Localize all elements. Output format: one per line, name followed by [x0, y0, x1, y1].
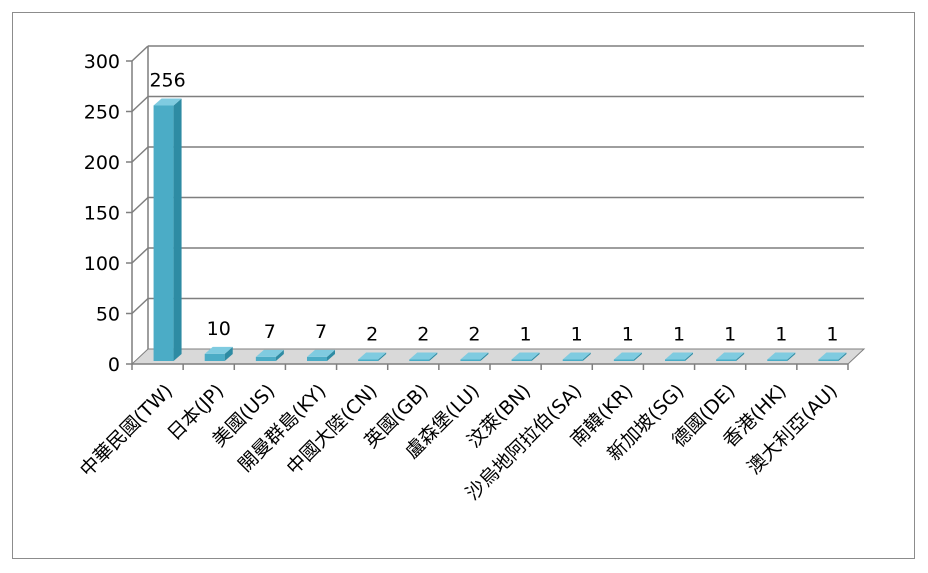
bar-side — [429, 352, 438, 361]
gridline-depth — [131, 146, 149, 163]
data-label: 2 — [417, 324, 429, 346]
bar-front — [818, 359, 839, 361]
y-tick-label: 50 — [96, 304, 120, 326]
bar-top — [409, 352, 438, 360]
bar-front — [562, 359, 583, 361]
bar — [716, 352, 745, 361]
bar-side — [173, 98, 182, 361]
bar-top — [153, 98, 182, 106]
bar — [613, 352, 642, 361]
bar-top — [255, 349, 284, 357]
bar — [460, 352, 489, 361]
bar-front — [716, 359, 737, 361]
bar-front — [767, 359, 788, 361]
bar-side — [531, 352, 540, 361]
bar-front — [665, 359, 685, 361]
bar-top — [716, 352, 745, 360]
data-label: 256 — [149, 69, 185, 91]
y-tick-label: 200 — [84, 152, 120, 174]
data-label: 1 — [826, 324, 838, 346]
gridline-depth — [131, 247, 149, 264]
bar-front — [358, 359, 379, 361]
bar-top — [818, 352, 847, 360]
bar-layer — [153, 98, 847, 361]
bar-side — [224, 346, 233, 361]
bar-top — [307, 349, 335, 357]
label-layer: 050100150200250300256中華民國(TW)10日本(JP)7美國… — [76, 51, 842, 505]
bar-front — [204, 353, 225, 361]
bar-front — [255, 356, 276, 361]
bar-front — [153, 105, 174, 361]
bar-front — [613, 359, 634, 361]
data-label: 1 — [622, 324, 634, 346]
data-label: 7 — [315, 321, 327, 343]
y-tick-label: 300 — [84, 51, 120, 73]
bar — [511, 352, 540, 361]
gridline-depth — [131, 297, 149, 315]
data-label: 1 — [571, 324, 583, 346]
data-label: 1 — [673, 324, 685, 346]
bar — [358, 352, 387, 361]
bar-side — [633, 352, 642, 361]
bar — [409, 352, 438, 361]
bar-top — [665, 352, 693, 360]
bar — [307, 349, 335, 361]
bar — [153, 98, 182, 361]
bar-top — [204, 346, 233, 354]
y-tick-label: 250 — [84, 102, 120, 124]
data-label: 2 — [468, 324, 480, 346]
bar-front — [409, 359, 430, 361]
bar-side — [736, 352, 745, 361]
data-label: 1 — [724, 324, 736, 346]
bar-top — [511, 352, 540, 360]
chart-floor — [130, 348, 866, 365]
bar-top — [562, 352, 591, 360]
y-tick-label: 0 — [108, 354, 120, 376]
bar-side — [275, 349, 284, 361]
data-label: 1 — [520, 324, 532, 346]
data-label: 7 — [264, 321, 276, 343]
bar — [767, 352, 796, 361]
gridline-depth — [131, 45, 149, 62]
bar-side — [378, 352, 387, 361]
x-category-label: 澳大利亞(AU) — [743, 380, 842, 479]
grid-layer — [126, 45, 866, 370]
bar-front — [307, 356, 327, 361]
bar-side — [582, 352, 591, 361]
x-category-label: 中華民國(TW) — [76, 380, 177, 481]
bar-side — [685, 352, 693, 361]
bar-side — [838, 352, 847, 361]
bar-top — [460, 352, 489, 360]
data-label: 2 — [366, 324, 378, 346]
bar-side — [787, 352, 796, 361]
gridline-depth — [131, 95, 149, 113]
bar-top — [767, 352, 796, 360]
bar-top — [613, 352, 642, 360]
data-label: 10 — [207, 318, 231, 340]
bar-front — [460, 359, 481, 361]
bar — [204, 346, 233, 361]
y-tick-label: 100 — [84, 253, 120, 275]
y-tick-label: 150 — [84, 203, 120, 225]
bar-side — [327, 349, 335, 361]
bar — [255, 349, 284, 361]
bar — [562, 352, 591, 361]
bar — [665, 352, 693, 361]
bar-front — [511, 359, 532, 361]
bar-side — [480, 352, 489, 361]
data-label: 1 — [775, 324, 787, 346]
bar-top — [358, 352, 387, 360]
bar — [818, 352, 847, 361]
gridline-depth — [131, 196, 149, 214]
